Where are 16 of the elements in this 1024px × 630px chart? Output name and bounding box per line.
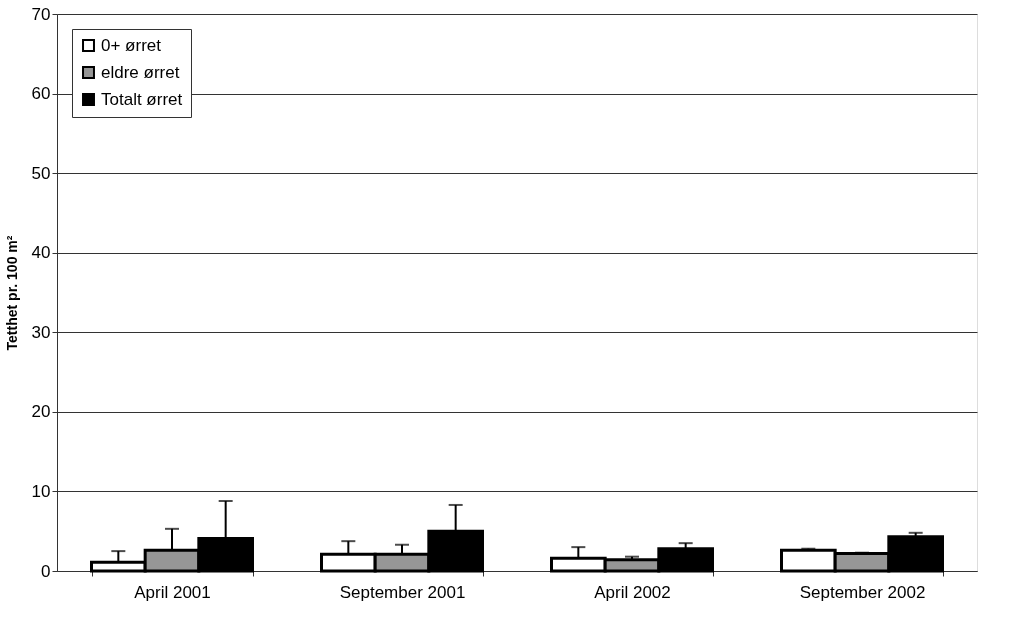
y-tick-label: 40 xyxy=(31,243,51,263)
x-tick-label: April 2002 xyxy=(594,582,671,602)
x-tick-label: September 2001 xyxy=(339,582,466,602)
y-tick-label: 0 xyxy=(41,561,51,581)
y-tick-label: 30 xyxy=(31,322,51,342)
x-tick-label: April 2001 xyxy=(134,582,211,602)
y-tick-label: 60 xyxy=(31,84,51,104)
x-tick-label: September 2002 xyxy=(799,582,926,602)
y-axis-title: Tetthet pr. 100 m² xyxy=(3,235,20,351)
y-tick-label: 20 xyxy=(31,402,51,422)
y-tick-label: 10 xyxy=(31,481,51,501)
legend-label: eldre ørret xyxy=(101,62,180,82)
legend-label: Totalt ørret xyxy=(101,89,183,109)
y-tick-label: 50 xyxy=(31,163,51,183)
y-tick-label: 70 xyxy=(31,4,51,24)
legend-label: 0+ ørret xyxy=(101,35,162,55)
